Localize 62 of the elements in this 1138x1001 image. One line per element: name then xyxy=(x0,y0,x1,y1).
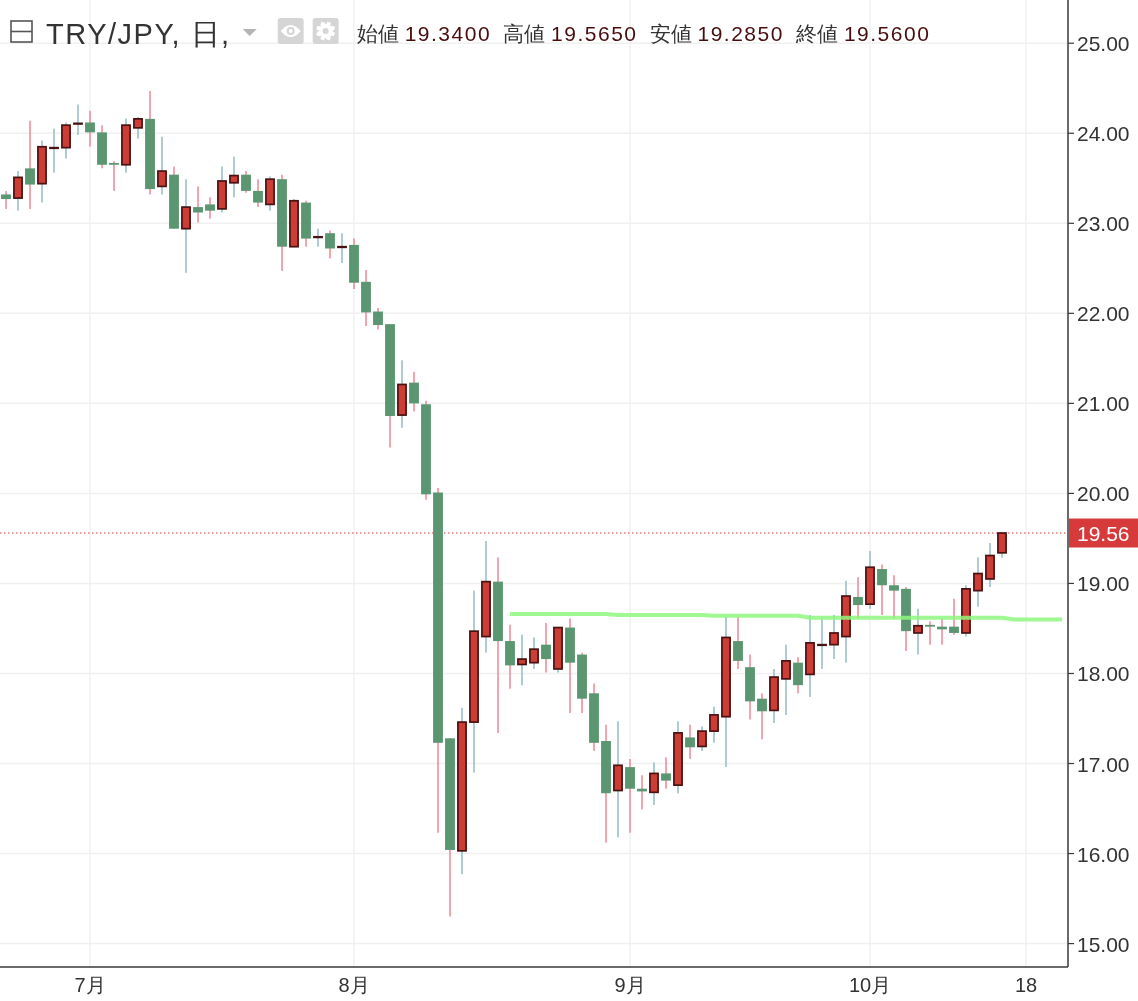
candlestick xyxy=(877,563,887,616)
candlestick xyxy=(49,127,59,174)
y-tick-label: 16.00 xyxy=(1077,842,1130,866)
candlestick xyxy=(685,724,695,760)
candlestick xyxy=(337,232,347,264)
y-tick-label: 21.00 xyxy=(1077,391,1130,415)
y-tick-label: 22.00 xyxy=(1077,301,1130,325)
candlestick xyxy=(649,761,659,806)
candlestick xyxy=(973,556,983,608)
candlestick xyxy=(229,155,239,198)
x-tick-label: 9月 xyxy=(614,974,646,996)
y-tick-label: 15.00 xyxy=(1077,932,1130,956)
candlestick xyxy=(985,542,995,588)
candlestick xyxy=(109,160,119,192)
candlestick xyxy=(241,170,251,194)
candlestick xyxy=(253,178,263,208)
candlestick xyxy=(949,597,959,636)
candlestick xyxy=(1,190,11,210)
candlestick xyxy=(829,614,839,660)
x-tick-label: 10月 xyxy=(848,974,892,996)
candlestick xyxy=(697,725,707,752)
candlestick xyxy=(925,620,935,646)
candlestick xyxy=(913,607,923,656)
y-tick-label: 17.00 xyxy=(1077,752,1130,776)
y-tick-label: 25.00 xyxy=(1077,31,1130,55)
price-label: 19.56 xyxy=(1069,518,1138,548)
candlestick xyxy=(661,756,671,790)
candlestick xyxy=(61,121,71,160)
y-tick-label: 18.00 xyxy=(1077,661,1130,685)
candlestick xyxy=(517,633,527,686)
candlestick xyxy=(373,307,383,331)
candlestick xyxy=(85,109,95,148)
candlestick xyxy=(733,615,743,670)
candlestick xyxy=(205,196,215,220)
ref-line-label: 19.56 xyxy=(1077,521,1130,545)
candlestick xyxy=(325,229,335,260)
candlestick xyxy=(541,622,551,674)
y-tick-label: 24.00 xyxy=(1077,121,1130,145)
title: TRY/JPY, 日, xyxy=(46,18,231,50)
candlestick xyxy=(793,656,803,695)
y-tick-label: 20.00 xyxy=(1077,481,1130,505)
candlestick xyxy=(625,758,635,834)
candlestick xyxy=(25,119,35,210)
x-tick-label: 7月 xyxy=(74,974,106,996)
y-tick-label: 19.00 xyxy=(1077,571,1130,595)
candlestick xyxy=(709,705,719,744)
candlestick xyxy=(409,371,419,413)
candlestick xyxy=(181,178,191,274)
y-tick-label: 23.00 xyxy=(1077,211,1130,235)
candlestick xyxy=(13,170,23,212)
x-tick-label: 18 xyxy=(1014,974,1038,996)
x-tick-label: 8月 xyxy=(338,974,370,996)
candlestick xyxy=(997,531,1007,559)
candlestick xyxy=(133,116,143,140)
candlestick xyxy=(529,636,539,670)
candlestick xyxy=(781,643,791,716)
candlestick xyxy=(73,103,83,136)
candlestick xyxy=(757,692,767,741)
candlestick xyxy=(193,185,203,224)
candlestick xyxy=(313,227,323,248)
subtitle: 始値 19.3400 高値 19.5650 安値 19.2850 終値 19.5600 xyxy=(356,22,931,45)
candlestick xyxy=(157,136,167,196)
